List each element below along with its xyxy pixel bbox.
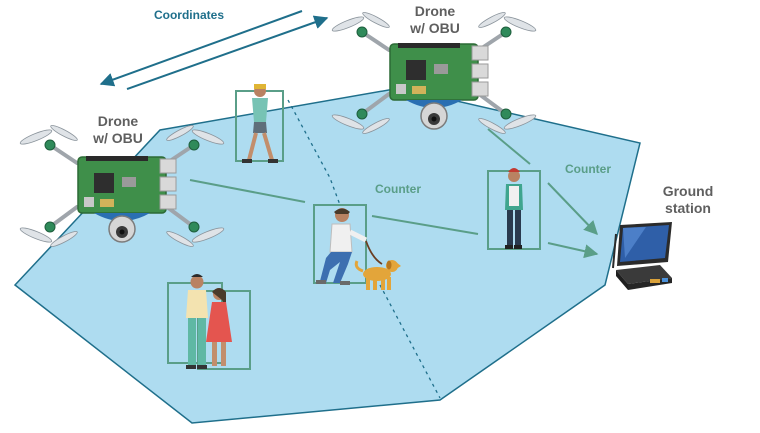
counter-label-center: Counter	[375, 182, 421, 196]
coordinates-arrow-right	[126, 15, 329, 90]
drone-left-label-line2: w/ OBU	[92, 130, 143, 146]
dog-icon	[354, 260, 401, 290]
ground-station-label-line1: Ground	[663, 183, 714, 199]
area-divider-line	[287, 99, 441, 399]
person-icon	[487, 168, 541, 250]
person-icon	[313, 204, 368, 285]
counter-arrow-lower	[547, 242, 599, 259]
drone-right-label-line1: Drone	[415, 3, 456, 19]
person-icon	[235, 84, 284, 163]
dog-leash	[365, 240, 383, 265]
coordinates-arrow-left	[99, 10, 303, 87]
link-walker-to-woman	[371, 215, 479, 235]
counter-arrow-upper	[547, 182, 598, 236]
coordinates-label: Coordinates	[154, 8, 224, 22]
counter-label-right: Counter	[565, 162, 611, 176]
person-icon	[167, 274, 251, 370]
link-drone-to-walker	[189, 179, 306, 203]
link-drone-to-woman	[487, 128, 531, 165]
ground-station-label-line2: station	[665, 200, 711, 216]
ground-station-icon	[612, 222, 672, 290]
drone-right-label-line2: w/ OBU	[409, 20, 460, 36]
drone-left-label-line1: Drone	[98, 113, 139, 129]
